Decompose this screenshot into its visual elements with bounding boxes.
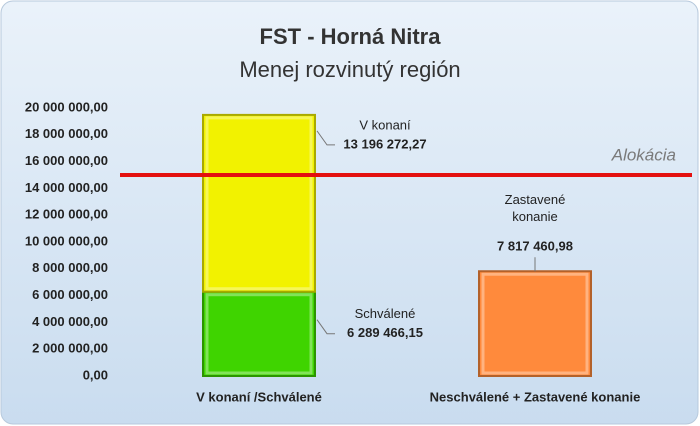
y-tick-label: 14 000 000,00 bbox=[25, 180, 108, 195]
y-tick-label: 8 000 000,00 bbox=[32, 260, 108, 275]
chart-subtitle: Menej rozvinutý región bbox=[239, 57, 460, 82]
x-tick-label: V konaní /Schválené bbox=[196, 389, 322, 404]
y-tick-label: 12 000 000,00 bbox=[25, 207, 108, 222]
y-tick-label: 20 000 000,00 bbox=[25, 99, 108, 114]
bar-segment bbox=[478, 270, 592, 378]
data-label-name-box: Zastavené konanie bbox=[504, 192, 566, 225]
bar-segment bbox=[202, 290, 316, 378]
data-label-value: 6 289 466,15 bbox=[347, 325, 423, 340]
data-label-name: Schválené bbox=[355, 306, 416, 321]
bar-highlight bbox=[205, 116, 313, 291]
y-tick-label: 0,00 bbox=[83, 367, 108, 382]
bar-highlight bbox=[481, 272, 589, 375]
y-tick-label: 10 000 000,00 bbox=[25, 233, 108, 248]
leader-line bbox=[316, 319, 335, 335]
y-tick-label: 18 000 000,00 bbox=[25, 126, 108, 141]
reference-line-label: Alokácia bbox=[611, 145, 676, 164]
bar-segment bbox=[202, 113, 316, 293]
x-tick-label: Neschválené + Zastavené konanie bbox=[430, 389, 641, 404]
data-label-value: 13 196 272,27 bbox=[343, 136, 426, 151]
data-label-name: Zastavené konanie bbox=[504, 192, 566, 225]
y-tick-label: 16 000 000,00 bbox=[25, 153, 108, 168]
chart-title: FST - Horná Nitra bbox=[260, 24, 442, 49]
leader-line bbox=[316, 130, 335, 146]
data-label-name: V konaní bbox=[359, 117, 411, 132]
y-tick-label: 2 000 000,00 bbox=[32, 341, 108, 356]
y-tick-label: 6 000 000,00 bbox=[32, 287, 108, 302]
bar-highlight bbox=[205, 293, 313, 375]
data-label-value: 7 817 460,98 bbox=[497, 239, 573, 254]
y-tick-label: 4 000 000,00 bbox=[32, 314, 108, 329]
